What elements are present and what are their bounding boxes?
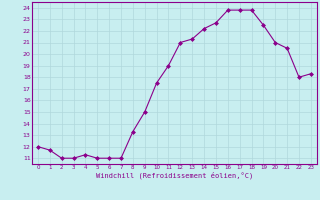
X-axis label: Windchill (Refroidissement éolien,°C): Windchill (Refroidissement éolien,°C) — [96, 172, 253, 179]
